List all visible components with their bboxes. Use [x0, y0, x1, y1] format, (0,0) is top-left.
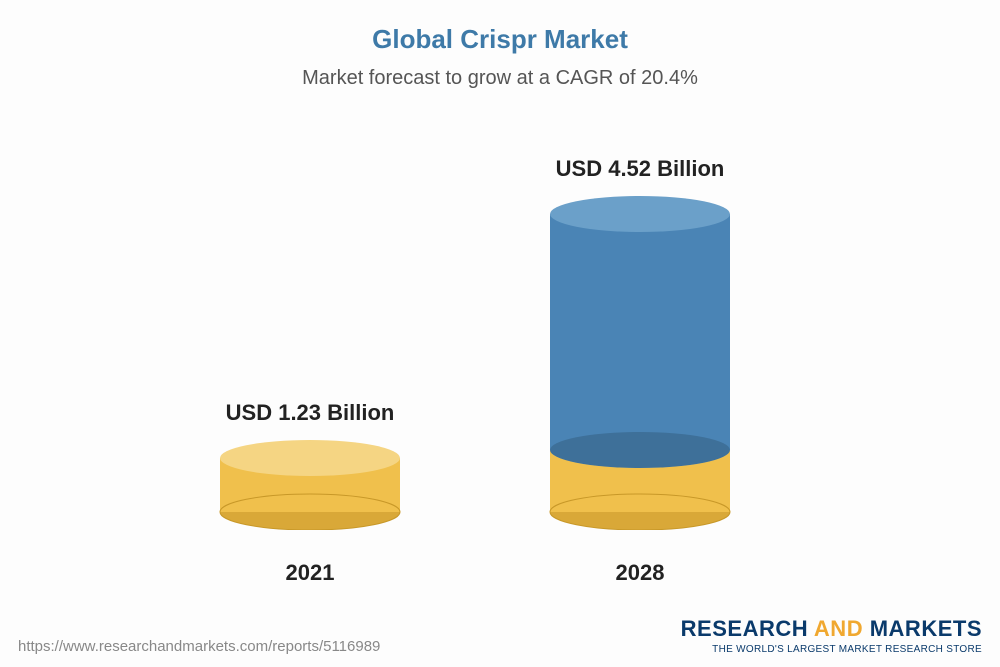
footer: https://www.researchandmarkets.com/repor… — [18, 616, 982, 655]
logo-wordmark: RESEARCH AND MARKETS — [681, 616, 982, 642]
year-label-2028: 2028 — [540, 560, 740, 586]
bar-2028-value: USD 4.52 Billion — [540, 156, 740, 182]
cylinder-2028 — [540, 196, 740, 530]
logo-word1: RESEARCH — [681, 616, 808, 641]
bar-2021-value: USD 1.23 Billion — [210, 400, 410, 426]
bar-2028: USD 4.52 Billion — [540, 156, 740, 530]
logo-word3: MARKETS — [870, 616, 982, 641]
cylinder-2021 — [210, 440, 410, 530]
chart-area: USD 1.23 Billion USD 4.52 Billion — [0, 110, 1000, 530]
logo-word2: AND — [814, 616, 863, 641]
logo: RESEARCH AND MARKETS THE WORLD'S LARGEST… — [681, 616, 982, 655]
logo-tagline: THE WORLD'S LARGEST MARKET RESEARCH STOR… — [681, 644, 982, 655]
source-url: https://www.researchandmarkets.com/repor… — [18, 638, 380, 655]
page-title: Global Crispr Market — [0, 0, 1000, 55]
bar-2021: USD 1.23 Billion — [210, 400, 410, 530]
year-label-2021: 2021 — [210, 560, 410, 586]
page-subtitle: Market forecast to grow at a CAGR of 20.… — [0, 67, 1000, 90]
